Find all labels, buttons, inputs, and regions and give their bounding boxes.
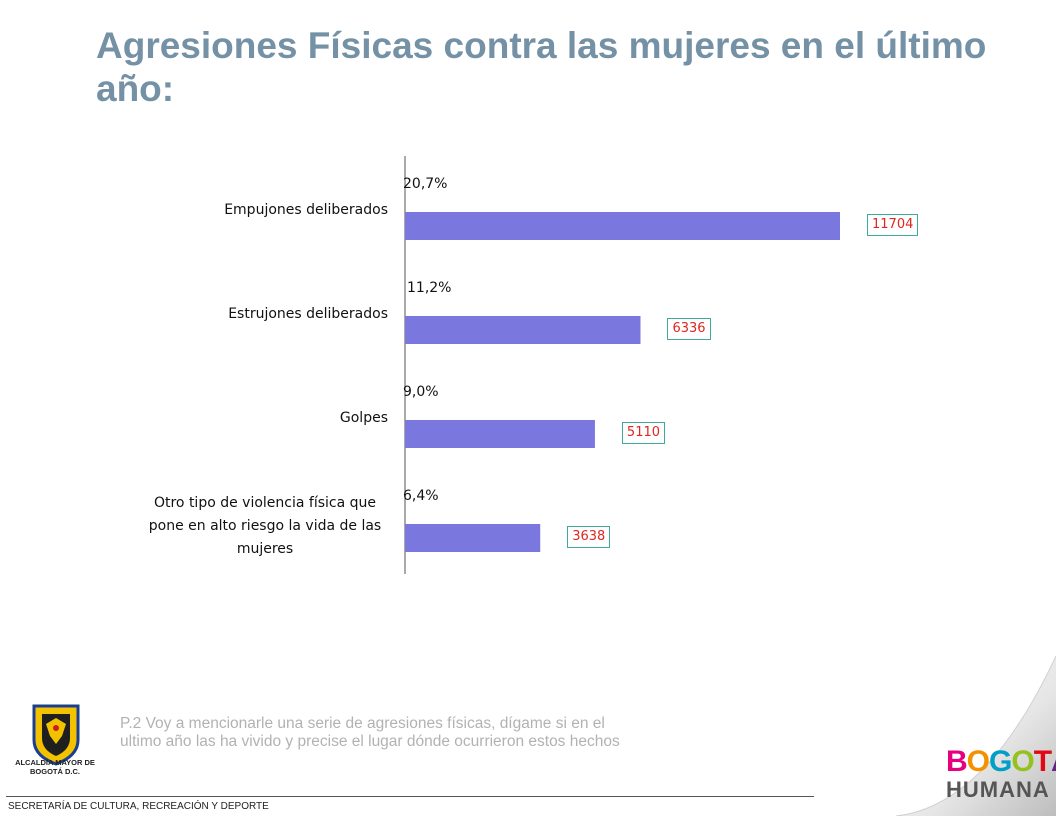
brand-letter: O [1011,745,1034,778]
category-label-3: Golpes [339,409,388,426]
brand-letter: G [989,745,1012,778]
category-label-2: Estrujones deliberados [228,305,388,322]
brand-letter: O [966,745,990,778]
value-label-4: 3638 [567,526,611,548]
brand-line-1: BOGOTÁ [946,745,1056,778]
bar-4 [405,524,541,552]
brand-line-2: HUMANA [946,777,1050,802]
category-label-1: Empujones deliberados [224,201,388,218]
percent-label-4: 6,4% [403,488,439,504]
page-curl-decoration [895,656,1056,816]
value-label-2: 6336 [667,318,711,340]
question-footnote: P.2 Voy a mencionarle una serie de agres… [120,715,620,750]
alcaldia-logo-text: ALCALDÍA MAYOR DE BOGOTÁ D.C. [15,758,95,776]
footer-divider [6,796,814,797]
bar-1 [405,212,840,240]
category-label-4: Otro tipo de violencia física que pone e… [148,494,382,557]
bar-3 [405,420,595,448]
value-label-3: 5110 [621,422,666,444]
percent-label-3: 9,0% [403,384,439,400]
footer-organization: SECRETARÍA DE CULTURA, RECREACIÓN Y DEPO… [8,801,269,812]
percent-label-1: 20,7% [403,176,448,192]
brand-letter: T [1033,745,1052,778]
brand-letter: B [946,745,968,778]
value-label-1: 11704 [867,214,919,236]
bogota-humana-logo: BOGOTÁ HUMANA [946,745,1056,804]
brand-letter: Á [1051,745,1056,778]
percent-label-2: 11,2% [407,280,452,296]
page-title: Agresiones Físicas contra las mujeres en… [96,25,987,109]
bar-2 [405,316,641,344]
bogota-coat-of-arms-icon [32,704,80,766]
